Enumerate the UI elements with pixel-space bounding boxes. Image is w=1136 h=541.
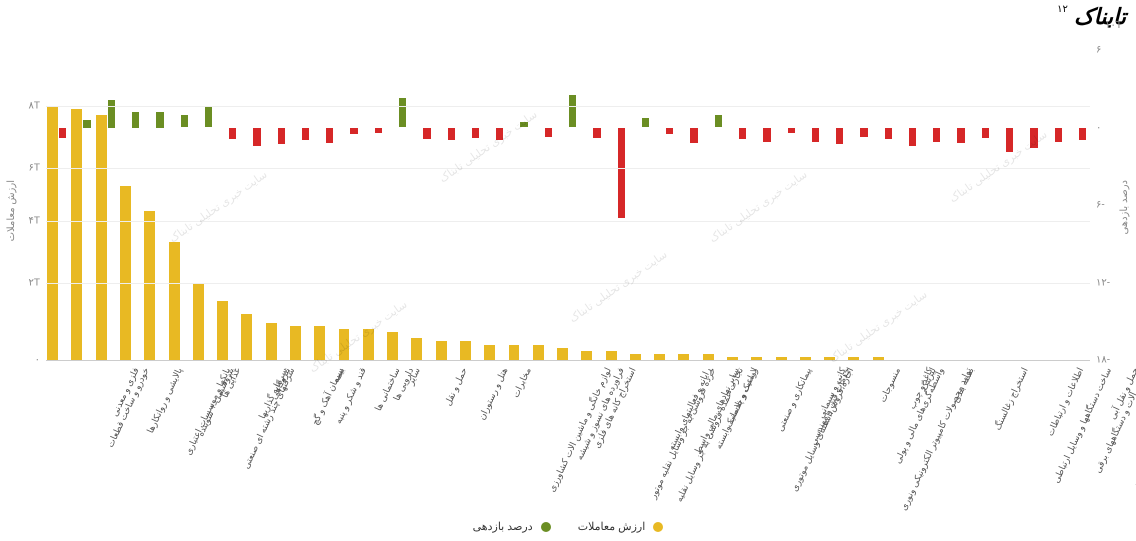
return-bar	[763, 128, 770, 142]
return-bar	[739, 128, 746, 140]
gridline	[46, 168, 1090, 169]
legend-return-swatch	[541, 522, 551, 532]
y-left-tick: ۸T	[4, 100, 40, 111]
value-bar	[144, 211, 155, 360]
legend: درصد بازدهی ارزش معاملات	[0, 520, 1136, 533]
return-bar	[253, 128, 260, 146]
value-bar	[387, 332, 398, 360]
return-bar	[860, 128, 867, 137]
return-bar	[108, 100, 115, 127]
return-bar	[690, 128, 697, 144]
value-bar	[436, 341, 447, 360]
return-bar	[933, 128, 940, 142]
return-bar	[1055, 128, 1062, 142]
return-bar	[836, 128, 843, 145]
y-left-tick: ۰	[4, 355, 40, 366]
return-bar	[569, 95, 576, 127]
value-bar	[193, 283, 204, 361]
value-bar	[339, 329, 350, 360]
gridline	[46, 360, 1090, 361]
return-bar	[545, 128, 552, 137]
legend-value-label: ارزش معاملات	[578, 521, 646, 533]
return-bar	[83, 120, 90, 128]
top-right-tick: ۱۰T	[1105, 20, 1122, 31]
gridline	[46, 283, 1090, 284]
y-left-axis-label: ارزش معاملات	[6, 180, 17, 241]
y-left-tick: ۶T	[4, 162, 40, 173]
return-bar	[399, 98, 406, 128]
return-bar	[618, 128, 625, 218]
y-left-tick: ۲T	[4, 277, 40, 288]
value-bar	[363, 329, 374, 360]
return-bar	[1079, 128, 1086, 141]
value-bar	[581, 351, 592, 360]
y-right-tick: ۶	[1096, 45, 1132, 56]
gridline	[46, 221, 1090, 222]
x-category-label: منسوجات	[878, 366, 904, 404]
x-category-label: مخابرات	[511, 366, 534, 399]
legend-return: درصد بازدهی	[473, 520, 551, 533]
value-bar	[266, 323, 277, 360]
return-bar	[715, 115, 722, 128]
value-bar	[411, 338, 422, 360]
value-bar	[290, 326, 301, 360]
return-bar	[909, 128, 916, 146]
y-right-tick: ۰	[1096, 122, 1132, 133]
return-bar	[278, 128, 285, 145]
value-bar	[484, 345, 495, 361]
x-category-label: پالایشی و روانکارها	[145, 366, 185, 435]
logo-number: ۱۲	[1057, 4, 1068, 15]
value-bar	[241, 314, 252, 361]
y-right-tick: ۱۲-	[1096, 277, 1132, 288]
value-bar	[169, 242, 180, 360]
return-bar	[423, 128, 430, 140]
return-bar	[642, 118, 649, 127]
return-bar	[181, 115, 188, 128]
return-bar	[982, 128, 989, 138]
x-category-label: پیمانکاری و صنعتی	[775, 366, 814, 433]
gridline	[46, 106, 1090, 107]
return-bar	[496, 128, 503, 141]
legend-value-swatch	[653, 522, 663, 532]
value-bar	[460, 341, 471, 360]
return-bar	[59, 128, 66, 138]
return-bar	[132, 112, 139, 128]
x-category-label: هتل و رستوران	[476, 366, 510, 422]
value-bar	[509, 345, 520, 361]
return-bar	[593, 128, 600, 138]
chart-container: ۱۲ تابناک ۱۰T ارزش معاملات درصد بازدهی د…	[0, 0, 1136, 541]
return-bar	[885, 128, 892, 140]
y-left-tick: ۴T	[4, 215, 40, 226]
return-bar	[812, 128, 819, 142]
value-bar	[533, 345, 544, 361]
plot-area	[46, 50, 1090, 360]
x-category-label: حمل و نقل	[443, 366, 470, 408]
y-right-tick: ۱۸-	[1096, 355, 1132, 366]
value-bar	[47, 106, 58, 360]
value-bar	[314, 326, 325, 360]
x-category-label: شرکتهای چند رشته ای صنعتی	[240, 366, 297, 471]
y-right-tick: ۶-	[1096, 200, 1132, 211]
return-bar	[1006, 128, 1013, 153]
value-bar	[557, 348, 568, 360]
return-bar	[1030, 128, 1037, 149]
value-bar	[606, 351, 617, 360]
return-bar	[156, 112, 163, 128]
value-bar	[96, 115, 107, 360]
return-bar	[205, 107, 212, 128]
value-bar	[120, 186, 131, 360]
legend-value: ارزش معاملات	[578, 520, 664, 533]
legend-return-label: درصد بازدهی	[473, 521, 533, 533]
return-bar	[229, 128, 236, 140]
value-bar	[217, 301, 228, 360]
x-category-label: استخراج زغالسنگ	[993, 366, 1032, 432]
return-bar	[326, 128, 333, 144]
return-bar	[472, 128, 479, 138]
return-bar	[302, 128, 309, 141]
value-bar	[71, 109, 82, 360]
return-bar	[957, 128, 964, 144]
return-bar	[448, 128, 455, 141]
